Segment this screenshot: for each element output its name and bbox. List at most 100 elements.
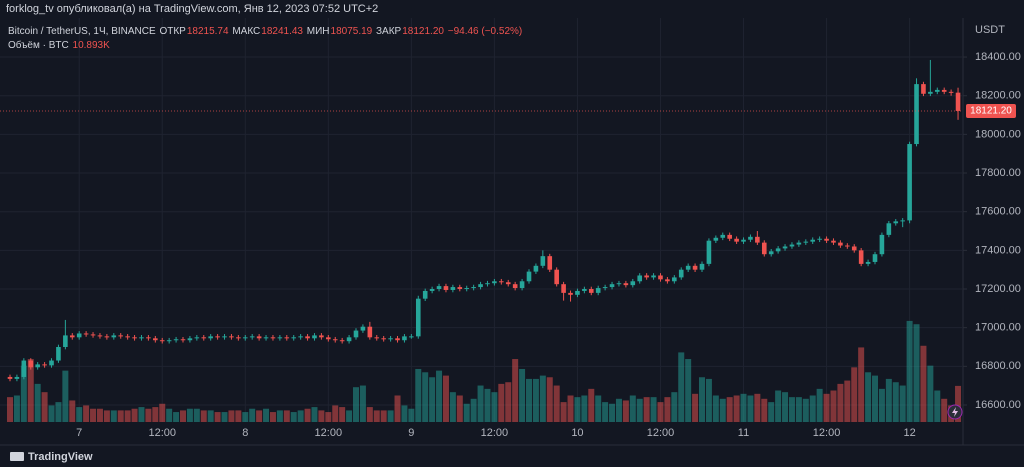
candle-body (630, 281, 636, 286)
candle-body (817, 238, 822, 240)
volume-bar (699, 377, 705, 422)
volume-bar (297, 410, 304, 422)
volume-bar (221, 412, 228, 422)
volume-bar (768, 402, 775, 422)
candle-body (118, 335, 124, 337)
candle-body (35, 364, 40, 368)
candle-body (63, 335, 68, 347)
volume-bar (27, 359, 34, 422)
candle-body (554, 269, 559, 285)
volume-bar (858, 347, 865, 422)
candle-body (568, 292, 573, 295)
volume-bar (180, 410, 186, 422)
volume-bar (62, 370, 69, 422)
candle-body (256, 336, 262, 339)
candle-body (443, 286, 449, 290)
volume-bar (941, 398, 948, 422)
axes: 16600.00 16800.00 17000.00 17200.00 17400.00… (0, 51, 1021, 439)
candle-body (332, 339, 338, 341)
volume-bar (318, 410, 325, 422)
candle-body (270, 337, 276, 339)
candle-body (166, 340, 172, 342)
candle-body (720, 234, 726, 238)
volume-bar (242, 412, 249, 422)
candle-body (748, 236, 753, 240)
legend-change: −94.46 (−0.52%) (447, 26, 523, 37)
candle-body (180, 339, 186, 341)
candle-body (914, 84, 919, 145)
candle-body (485, 283, 490, 285)
legend-label: ЗАКР (376, 26, 402, 37)
volume-bar (512, 359, 519, 422)
volume-bar (754, 393, 761, 422)
legend-label: МАКС (232, 26, 261, 37)
x-tick-label: 9 (408, 427, 414, 439)
volume-bar (664, 397, 671, 422)
candle-body (305, 336, 310, 339)
candle-body (879, 234, 885, 255)
volume-bar (249, 408, 256, 422)
candle-body (291, 337, 297, 339)
candle-body (263, 337, 269, 339)
volume-bar (782, 392, 789, 422)
candle-body (319, 335, 324, 338)
volume-bar (263, 408, 270, 422)
candle-body (796, 242, 802, 245)
y-tick-label: 18000.00 (975, 128, 1021, 140)
legend-value: 18121.20 (402, 26, 444, 37)
candle-body (499, 281, 504, 283)
volume-bar (408, 408, 415, 422)
candle-body (242, 337, 248, 339)
volume-bar (636, 398, 643, 422)
volume-bar (650, 397, 657, 422)
volume-bar (837, 383, 844, 422)
volume-bar (55, 402, 62, 422)
candle-body (353, 330, 359, 338)
volume-bar (844, 380, 851, 422)
candle-body (146, 337, 151, 339)
y-tick-label: 17400.00 (975, 244, 1021, 256)
volume-bar (401, 405, 408, 422)
volume-bar (830, 390, 837, 422)
volume-bar (131, 408, 138, 422)
candle-body (215, 336, 220, 338)
volume-bar (159, 403, 166, 422)
candle-body (7, 376, 13, 379)
candle-body (637, 275, 643, 282)
volume-bar (380, 410, 387, 422)
volume-bar (532, 378, 539, 422)
legend-value: 18241.43 (261, 26, 303, 37)
candle-body (651, 275, 656, 278)
volume-bar (110, 410, 117, 422)
volume-bar (325, 412, 332, 422)
candle-body (312, 335, 317, 339)
candle-body (803, 241, 809, 243)
candle-body (249, 336, 255, 338)
y-tick-label: 18400.00 (975, 51, 1021, 63)
volume-bar (484, 388, 491, 422)
candle-body (69, 335, 75, 338)
candle-body (699, 263, 705, 270)
candle-body (865, 261, 871, 264)
y-tick-label: 17000.00 (975, 322, 1021, 334)
volume-title: Объём · BTC (8, 40, 69, 51)
volume-bar (117, 410, 124, 422)
volume-bar (788, 397, 795, 422)
candle-body (187, 338, 193, 341)
candle-body (374, 337, 380, 339)
volume-bar (526, 378, 532, 422)
x-tick-label: 12:00 (148, 427, 176, 439)
grid (0, 18, 963, 422)
candle-body (277, 337, 283, 339)
candle-body (104, 336, 110, 338)
volume-bar (913, 324, 920, 422)
volume-bar (76, 407, 83, 422)
volume-bar (719, 398, 726, 422)
volume-bar (103, 410, 110, 422)
candle-body (402, 336, 407, 341)
candle-body (941, 89, 947, 92)
candle-body (782, 246, 788, 249)
candle-body (623, 283, 629, 286)
volume-bar (442, 375, 449, 422)
candle-body (14, 376, 20, 379)
